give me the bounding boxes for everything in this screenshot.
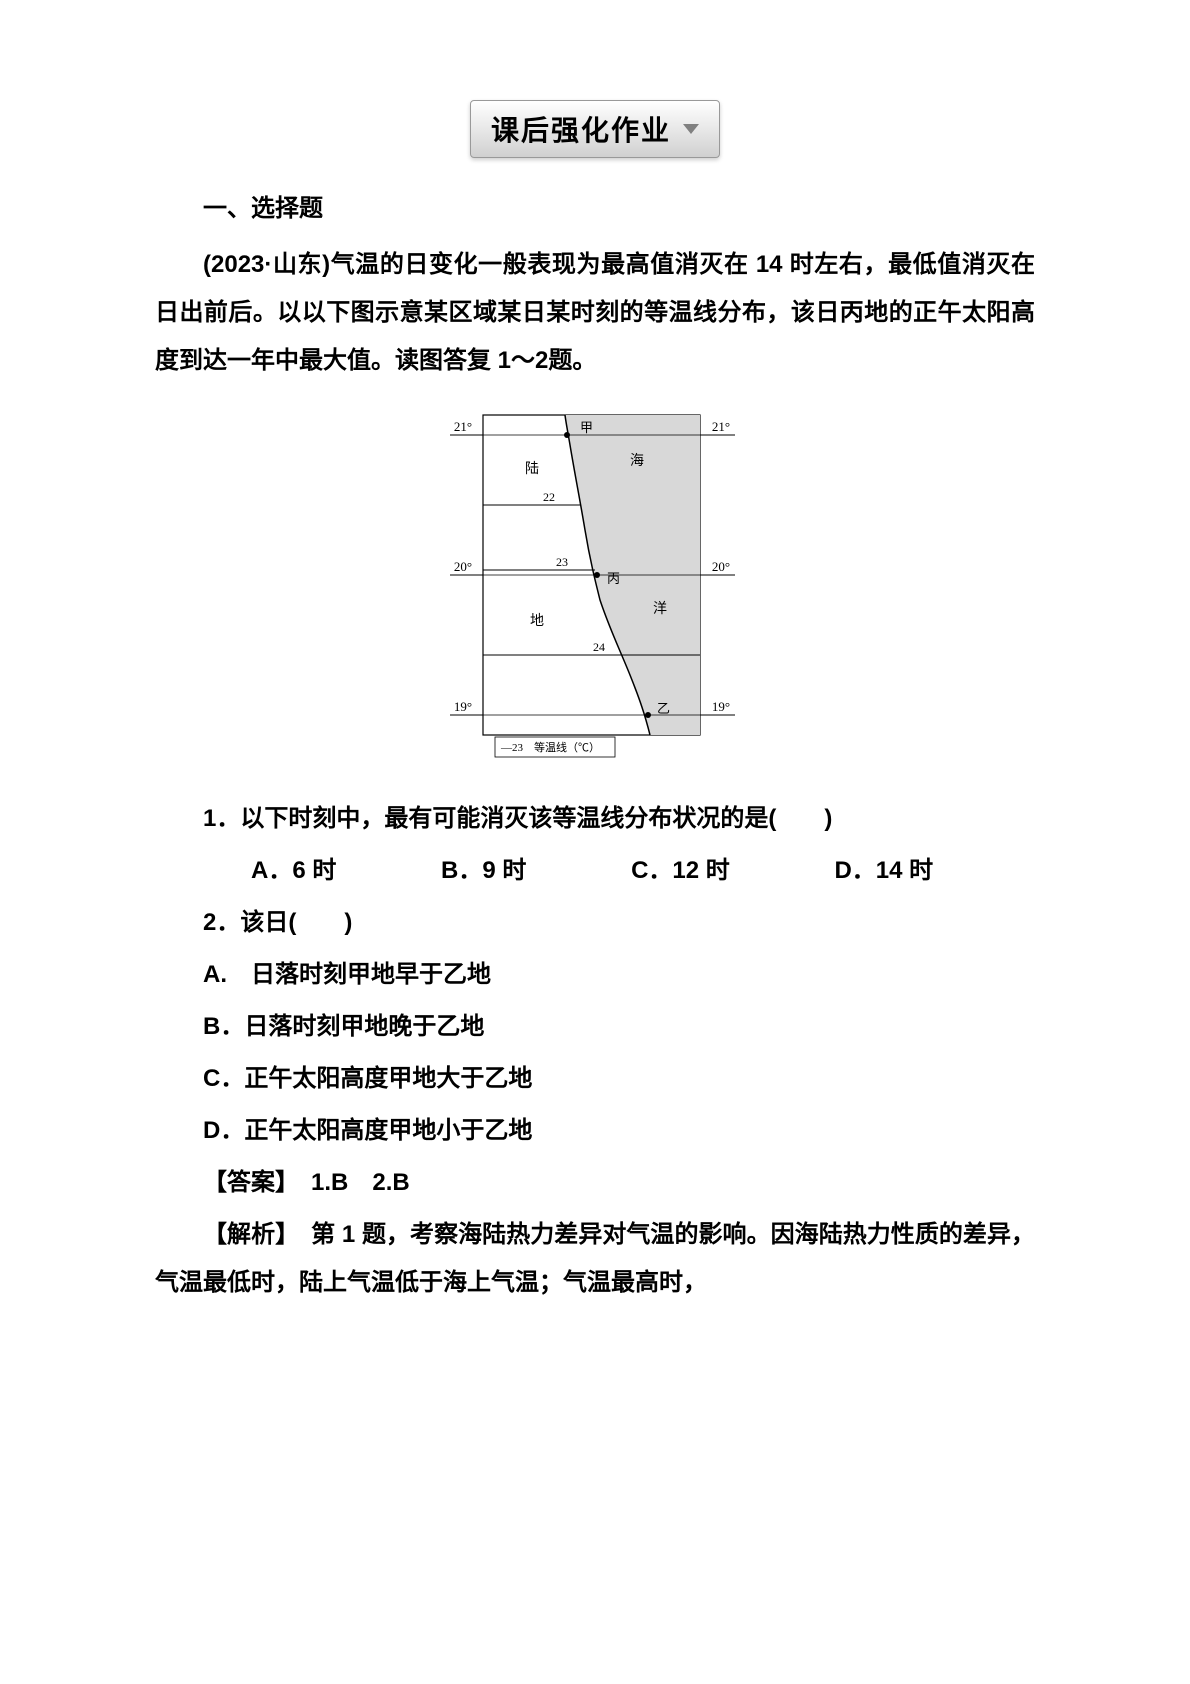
lat-label: 21° — [454, 419, 472, 434]
point-label-yi: 乙 — [657, 701, 670, 716]
answer: 【答案】 1.B 2.B — [155, 1159, 1035, 1207]
lat-label: 19° — [454, 699, 472, 714]
q2-opt-b: B．日落时刻甲地晚于乙地 — [155, 1003, 1035, 1051]
lat-label: 20° — [454, 559, 472, 574]
isotherm-label: 23 — [556, 555, 568, 569]
analysis: 【解析】 第 1 题，考察海陆热力差异对气温的影响。因海陆热力性质的差异，气温最… — [155, 1211, 1035, 1307]
isotherm-map: 21° 21° 20° 20° 19° 19° 22 23 24 — [435, 405, 755, 765]
q1-opt-a: A．6 时 — [203, 847, 336, 895]
q2-opt-d: D．正午太阳高度甲地小于乙地 — [155, 1107, 1035, 1155]
land-label: 陆 — [525, 461, 539, 477]
q2-stem: 2．该日( ) — [155, 899, 1035, 947]
point-label-bing: 丙 — [607, 571, 620, 586]
sea-label: 洋 — [653, 601, 667, 617]
worksheet-page: 课后强化作业 一、选择题 (2023·山东)气温的日变化一般表现为最高值消灭在 … — [0, 0, 1190, 1367]
title-banner: 课后强化作业 — [470, 100, 720, 158]
q1-opt-b: B．9 时 — [393, 847, 526, 895]
sea-label: 海 — [630, 453, 644, 469]
q2-opt-c: C．正午太阳高度甲地大于乙地 — [155, 1055, 1035, 1103]
point-label-jia: 甲 — [580, 420, 593, 435]
land-label: 地 — [530, 613, 544, 629]
q1-stem: 1．以下时刻中，最有可能消灭该等温线分布状况的是( ) — [155, 795, 1035, 843]
figure-container: 21° 21° 20° 20° 19° 19° 22 23 24 — [155, 405, 1035, 765]
q1-opt-c: C．12 时 — [583, 847, 730, 895]
q1-opt-d: D．14 时 — [786, 847, 933, 895]
page-title: 课后强化作业 — [491, 109, 671, 149]
section-heading: 一、选择题 — [155, 188, 1035, 223]
lat-label: 19° — [712, 699, 730, 714]
q2-opt-a: A. 日落时刻甲地早于乙地 — [155, 951, 1035, 999]
q1-options: A．6 时 B．9 时 C．12 时 D．14 时 — [155, 847, 1035, 895]
isotherm-label: 22 — [543, 490, 555, 504]
title-container: 课后强化作业 — [155, 100, 1035, 158]
lat-label: 20° — [712, 559, 730, 574]
legend-text: —23 等温线（℃） — [500, 740, 600, 754]
intro-paragraph: (2023·山东)气温的日变化一般表现为最高值消灭在 14 时左右，最低值消灭在… — [155, 241, 1035, 385]
dropdown-icon — [683, 124, 699, 134]
lat-label: 21° — [712, 419, 730, 434]
isotherm-label: 24 — [593, 640, 605, 654]
